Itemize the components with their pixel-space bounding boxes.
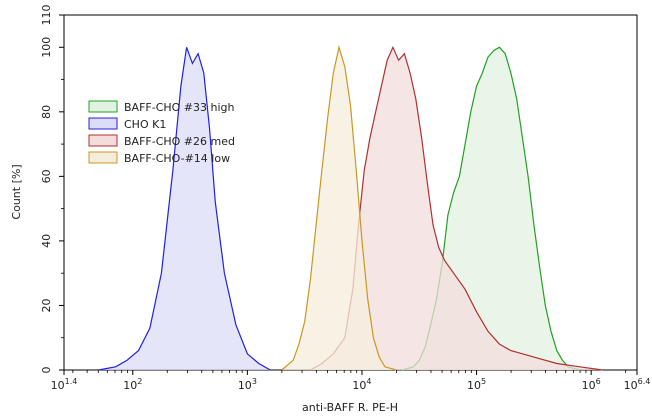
legend-swatch [88,117,118,130]
x-tick-label: 101.4 [51,377,78,392]
series-line-1 [98,47,271,371]
y-tick-label: 60 [40,169,53,183]
x-tick-label: 106 [582,377,601,392]
series-layer [98,44,603,371]
y-tick-label: 110 [40,5,53,26]
x-axis: 101.4 102 103 104 105 106 106.4 [51,370,651,392]
y-tick-label: 100 [40,37,53,58]
x-tick-label: 104 [352,377,371,392]
y-tick-label: 20 [40,298,53,312]
legend-label: CHO K1 [124,118,166,131]
y-axis: 0 20 40 60 80 100 110 [40,5,64,374]
x-tick-label: 103 [238,377,257,392]
series-area-3 [281,47,397,371]
x-tick-label: 102 [123,377,142,392]
x-axis-title: anti-BAFF R. PE-H [302,401,398,414]
legend-label: BAFF-CHO #33 high [124,101,235,114]
legend: BAFF-CHO #33 high CHO K1 BAFF-CHO #26 med B… [88,100,235,165]
y-axis-title: Count [%] [10,164,23,219]
y-tick-label: 0 [40,367,53,374]
series-area-1 [98,47,271,371]
x-tick-label: 105 [467,377,486,392]
x-tick-label: 106.4 [624,377,651,392]
legend-label: BAFF-CHO-#14 low [124,152,230,165]
legend-swatch [88,151,118,164]
legend-swatch [88,134,118,147]
series-line-3 [281,44,397,371]
y-tick-label: 40 [40,234,53,248]
legend-label: BAFF-CHO #26 med [124,135,235,148]
y-tick-label: 80 [40,105,53,119]
series-area-2 [310,47,603,371]
legend-swatch [88,100,118,113]
